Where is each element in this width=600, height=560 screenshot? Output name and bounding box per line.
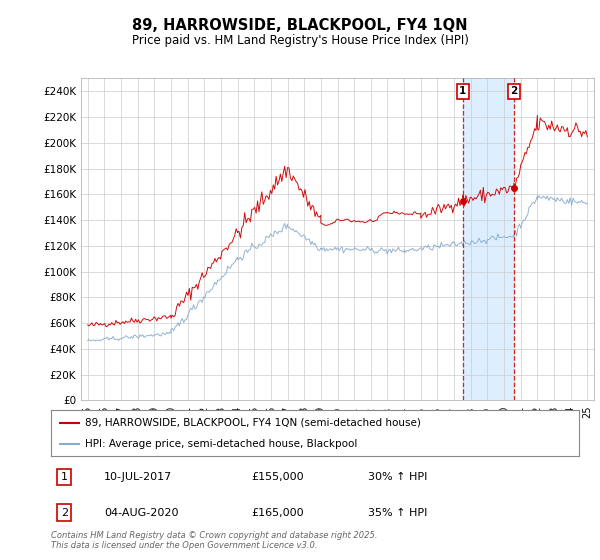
Text: 1: 1 <box>459 86 467 96</box>
Text: £155,000: £155,000 <box>251 472 304 482</box>
Text: 10-JUL-2017: 10-JUL-2017 <box>104 472 172 482</box>
Text: 35% ↑ HPI: 35% ↑ HPI <box>368 508 427 517</box>
Text: HPI: Average price, semi-detached house, Blackpool: HPI: Average price, semi-detached house,… <box>85 439 358 449</box>
Text: 30% ↑ HPI: 30% ↑ HPI <box>368 472 427 482</box>
Bar <box>463 78 514 400</box>
Text: Price paid vs. HM Land Registry's House Price Index (HPI): Price paid vs. HM Land Registry's House … <box>131 34 469 47</box>
Text: 04-AUG-2020: 04-AUG-2020 <box>104 508 178 517</box>
Text: 1: 1 <box>61 472 68 482</box>
Text: 89, HARROWSIDE, BLACKPOOL, FY4 1QN: 89, HARROWSIDE, BLACKPOOL, FY4 1QN <box>132 18 468 32</box>
Text: £165,000: £165,000 <box>251 508 304 517</box>
Text: Contains HM Land Registry data © Crown copyright and database right 2025.
This d: Contains HM Land Registry data © Crown c… <box>51 530 377 550</box>
Text: 89, HARROWSIDE, BLACKPOOL, FY4 1QN (semi-detached house): 89, HARROWSIDE, BLACKPOOL, FY4 1QN (semi… <box>85 418 421 428</box>
Text: 2: 2 <box>510 86 518 96</box>
Text: 2: 2 <box>61 508 68 517</box>
